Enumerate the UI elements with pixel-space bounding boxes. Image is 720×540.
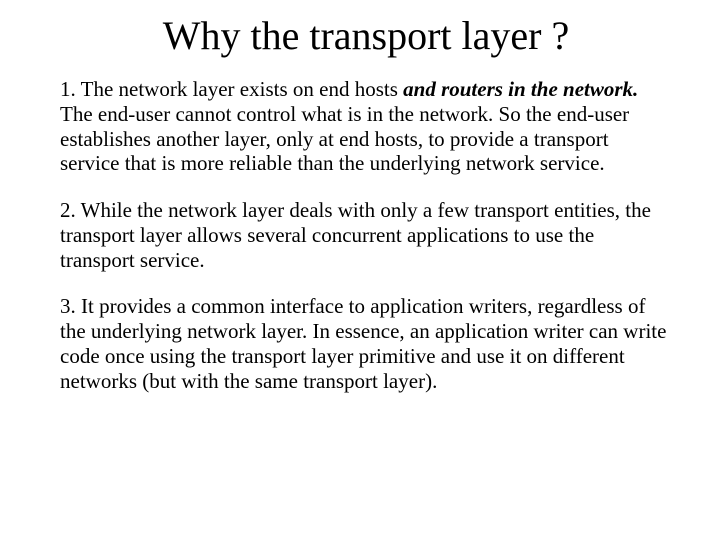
point-1-text-c: The end-user cannot control what is in t…: [60, 102, 629, 176]
point-1: 1. The network layer exists on end hosts…: [60, 77, 672, 176]
slide: Why the transport layer ? 1. The network…: [0, 0, 720, 540]
point-2: 2. While the network layer deals with on…: [60, 198, 672, 272]
page-title: Why the transport layer ?: [60, 12, 672, 59]
point-1-text-a: 1. The network layer exists on end hosts: [60, 77, 403, 101]
point-1-emphasis: and routers in the network.: [403, 77, 638, 101]
point-3: 3. It provides a common interface to app…: [60, 294, 672, 393]
